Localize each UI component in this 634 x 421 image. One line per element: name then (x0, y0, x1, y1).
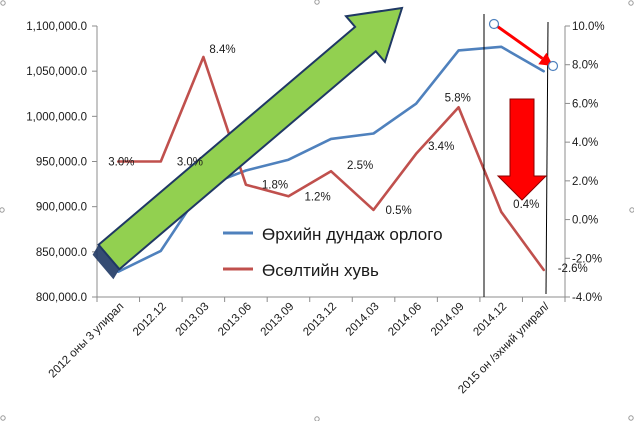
green-up-arrow (92, 6, 404, 280)
right-axis-tick-label: -4.0% (572, 292, 602, 304)
right-axis-tick-label: 4.0% (572, 137, 598, 149)
data-label-growth: 5.8% (445, 92, 471, 104)
handle-bottom-center[interactable] (314, 416, 320, 421)
red-down-arrow-body (496, 98, 548, 201)
handle-top-center[interactable] (314, 0, 320, 5)
vertical-annotation-lines (483, 14, 549, 297)
data-labels: 3.0% 3.0% 8.4% 1.8% 1.2% 2.5% 0.5% 3.4% 5.8% 0.4%… (108, 44, 588, 275)
green-up-arrow-body (97, 6, 404, 271)
handle-top-left[interactable] (0, 0, 6, 6)
right-axis-tick-labels: -4.0% -2.0% 0.0% 2.0% 4.0% 6.0% 8.0% 10.0% (572, 21, 605, 304)
right-axis-tick-label: 2.0% (572, 176, 598, 188)
legend-label-income: Өрхийн дундаж орлого (262, 225, 443, 244)
handle-middle-left[interactable] (0, 207, 5, 213)
vertical-line-right (545, 21, 549, 295)
series-line-growth (117, 55, 546, 272)
data-label-growth: 3.4% (428, 141, 454, 153)
left-axis-tick-label: 1,000,000.0 (26, 111, 87, 123)
legend: Өрхийн дундаж орлого Өсөлтийн хувь (223, 225, 443, 280)
left-axis-tick-label: 900,000.0 (36, 202, 87, 214)
left-axis-tick-label: 1,100,000.0 (26, 21, 87, 33)
left-axis-tick-labels: 800,000.0 850,000.0 900,000.0 950,000.0 1,00… (26, 21, 87, 304)
right-axis-tick-label: 8.0% (572, 60, 598, 72)
data-label-growth: 8.4% (209, 44, 235, 56)
handle-bottom-left[interactable] (0, 415, 6, 421)
legend-label-growth: Өсөлтийн хувь (262, 261, 379, 280)
data-label-growth: -2.6% (558, 263, 588, 275)
right-axis-tick-label: 6.0% (572, 98, 598, 110)
handle-middle-right[interactable] (629, 207, 634, 213)
data-label-growth: 3.0% (177, 157, 203, 169)
small-red-arrow-end-handle[interactable] (547, 60, 559, 72)
left-axis-tick-label: 950,000.0 (36, 157, 87, 169)
left-axis-tick-label: 850,000.0 (36, 247, 87, 259)
data-label-growth: 1.2% (304, 191, 330, 203)
data-label-growth: 0.5% (386, 205, 412, 217)
data-label-growth: 2.5% (347, 160, 373, 172)
red-down-arrow (496, 98, 548, 201)
small-red-arrow-line (493, 22, 544, 60)
green-up-arrow-shadow (92, 244, 120, 280)
data-label-growth: 1.8% (262, 180, 288, 192)
small-red-arrow-start-handle[interactable] (488, 18, 500, 30)
right-axis-tick-label: 10.0% (572, 21, 605, 33)
small-red-arrow (488, 18, 559, 72)
left-axis-tick-label: 1,050,000.0 (26, 66, 87, 78)
left-axis-tick-label: 800,000.0 (36, 292, 87, 304)
data-label-growth: 3.0% (108, 157, 134, 169)
handle-top-right[interactable] (628, 0, 634, 6)
handle-bottom-right[interactable] (628, 415, 634, 421)
data-label-growth: 0.4% (513, 199, 539, 211)
right-axis-tick-label: 0.0% (572, 215, 598, 227)
right-axis-tick-label: -2.0% (572, 253, 602, 265)
